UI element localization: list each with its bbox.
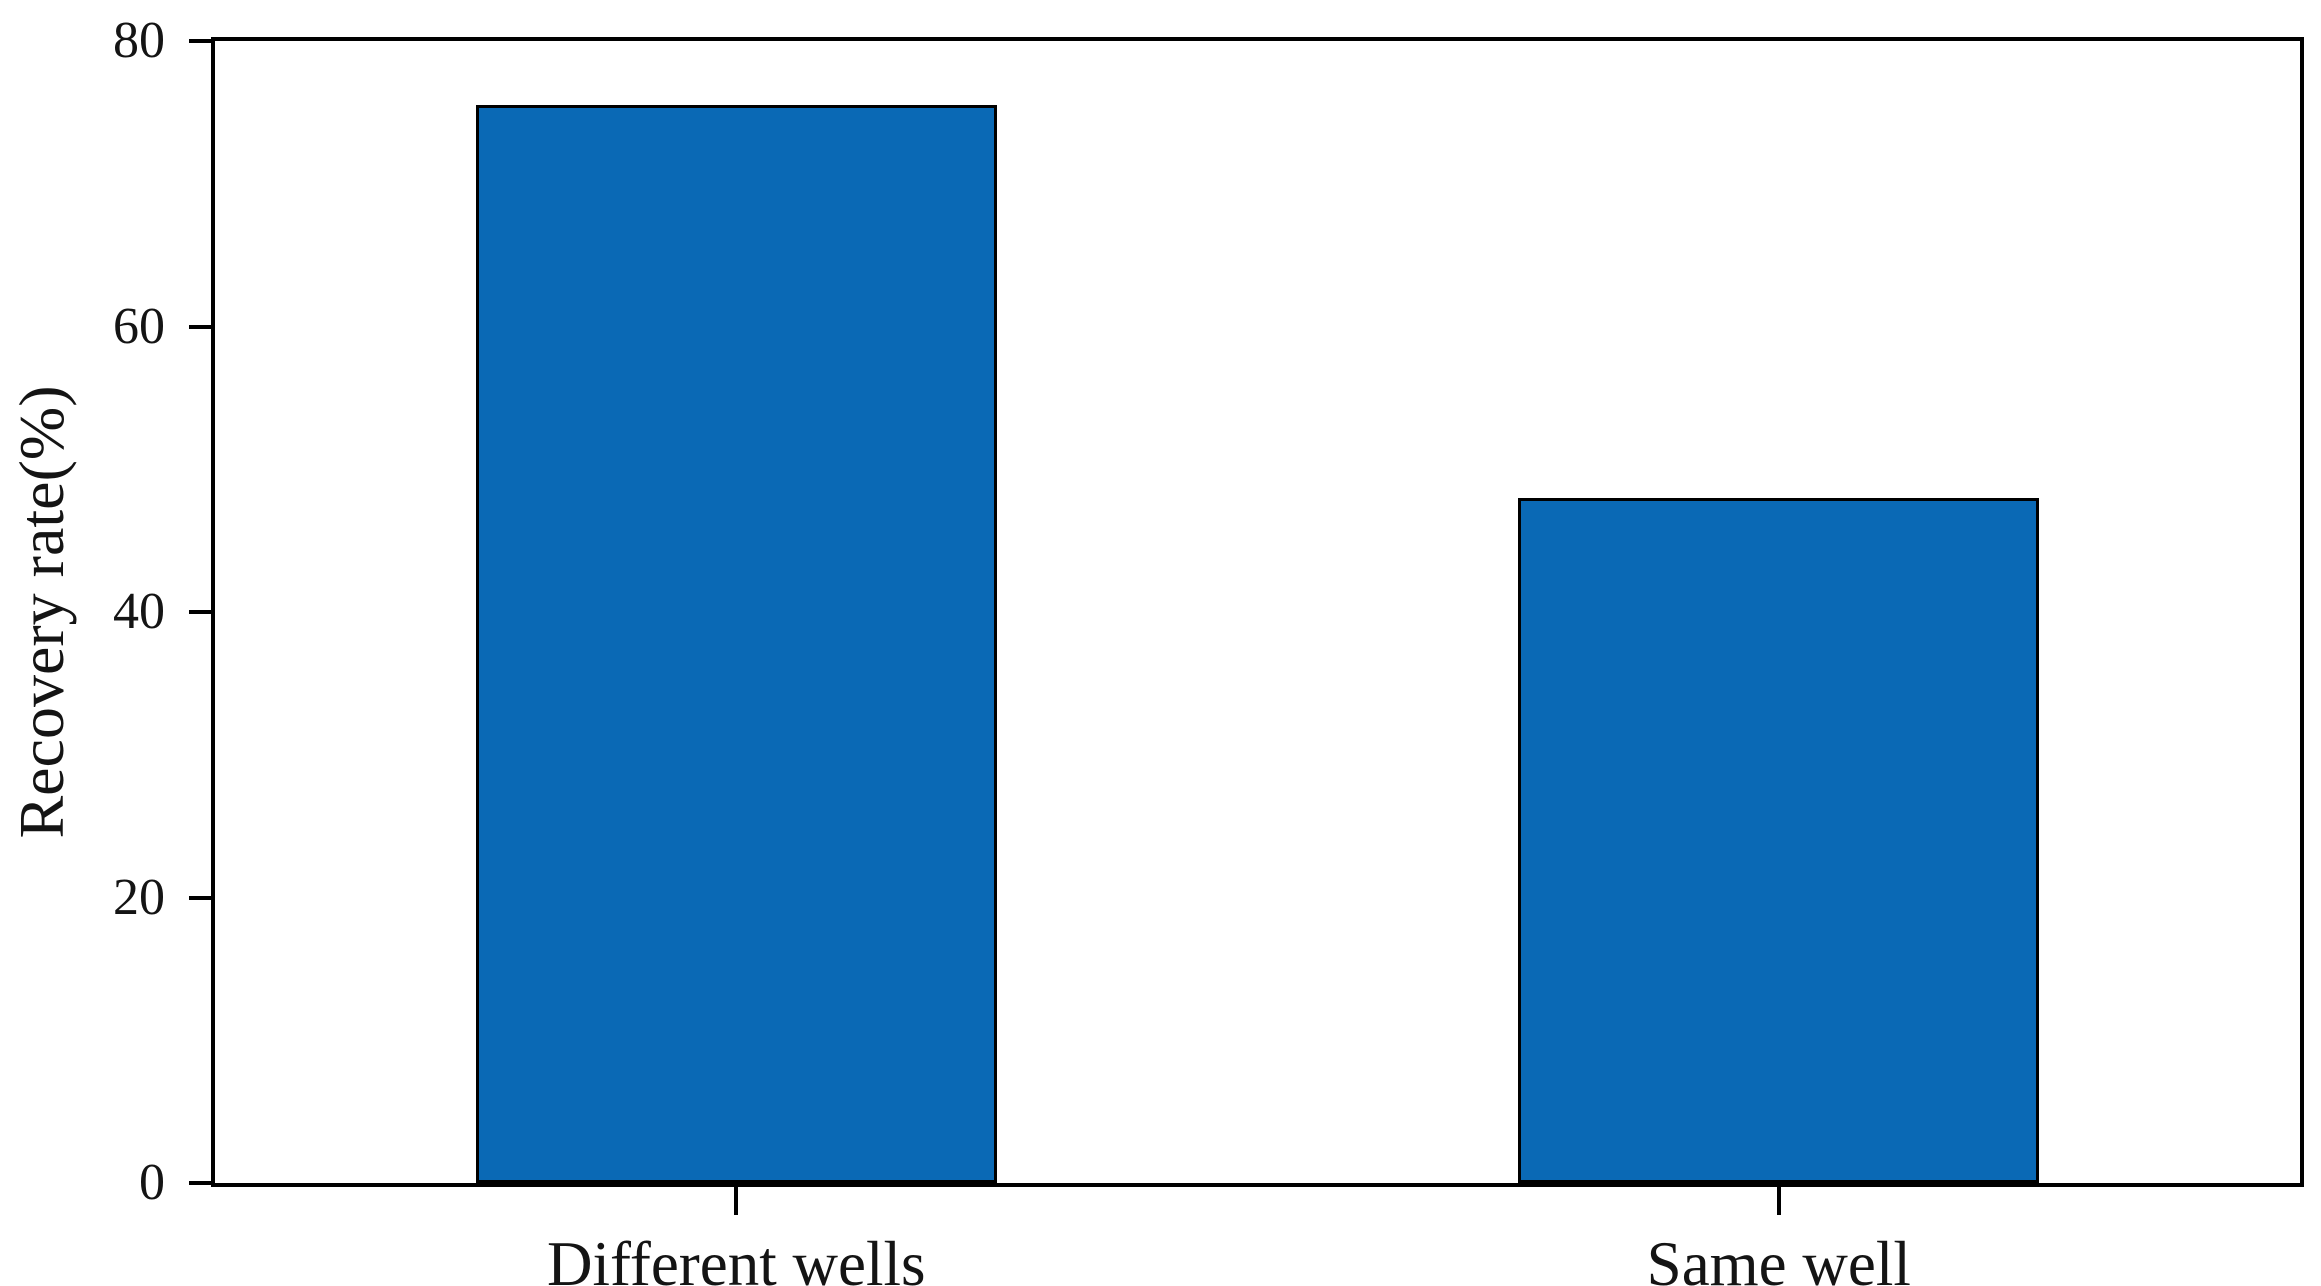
y-tick-label: 40 — [113, 583, 165, 640]
bar-same-well — [1518, 497, 2040, 1183]
y-tick-label: 80 — [113, 12, 165, 69]
x-tick-mark — [1776, 1187, 1781, 1215]
x-tick-label-same-well: Same well — [1646, 1229, 1911, 1286]
y-tick-mark — [189, 1181, 215, 1185]
x-tick-label-different-wells: Different wells — [547, 1229, 926, 1286]
y-tick-mark — [189, 895, 215, 900]
bar-different-wells — [475, 105, 997, 1183]
y-tick-mark — [189, 610, 215, 614]
y-tick-mark — [189, 324, 215, 329]
y-tick-label: 60 — [113, 297, 165, 355]
y-tick-label: 20 — [113, 868, 165, 926]
y-tick-label: 0 — [139, 1154, 165, 1211]
y-tick-mark — [189, 39, 215, 43]
x-tick-mark — [734, 1187, 739, 1215]
